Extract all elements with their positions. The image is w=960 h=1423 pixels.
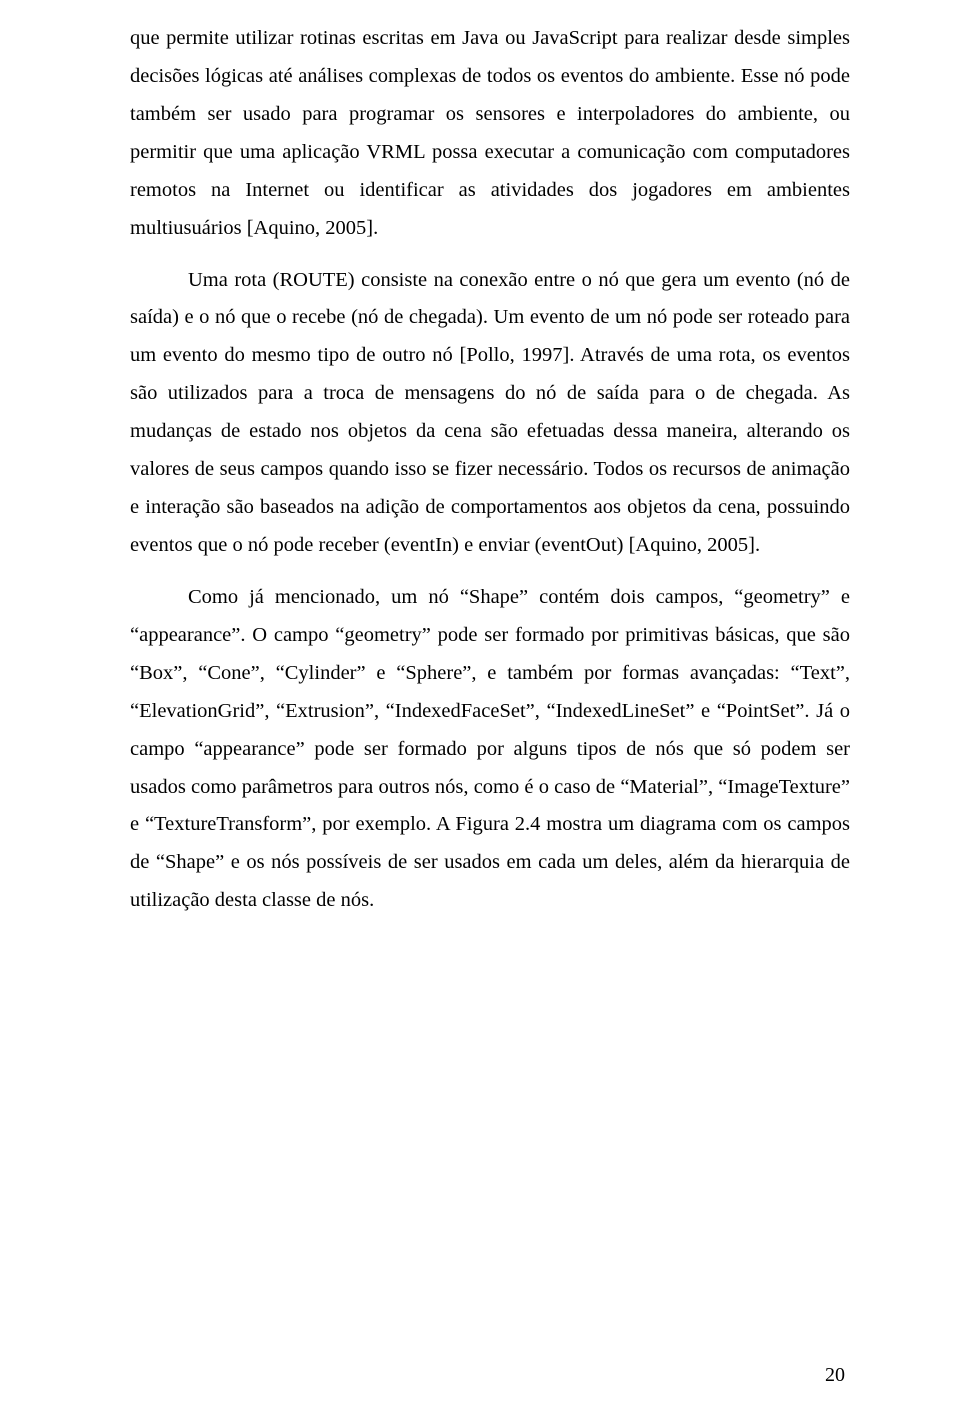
paragraph-3: Como já mencionado, um nó “Shape” contém…: [130, 579, 850, 920]
paragraph-2: Uma rota (ROUTE) consiste na conexão ent…: [130, 262, 850, 565]
paragraph-1: que permite utilizar rotinas escritas em…: [130, 20, 850, 248]
document-page: que permite utilizar rotinas escritas em…: [0, 0, 960, 1423]
page-number: 20: [825, 1364, 845, 1387]
